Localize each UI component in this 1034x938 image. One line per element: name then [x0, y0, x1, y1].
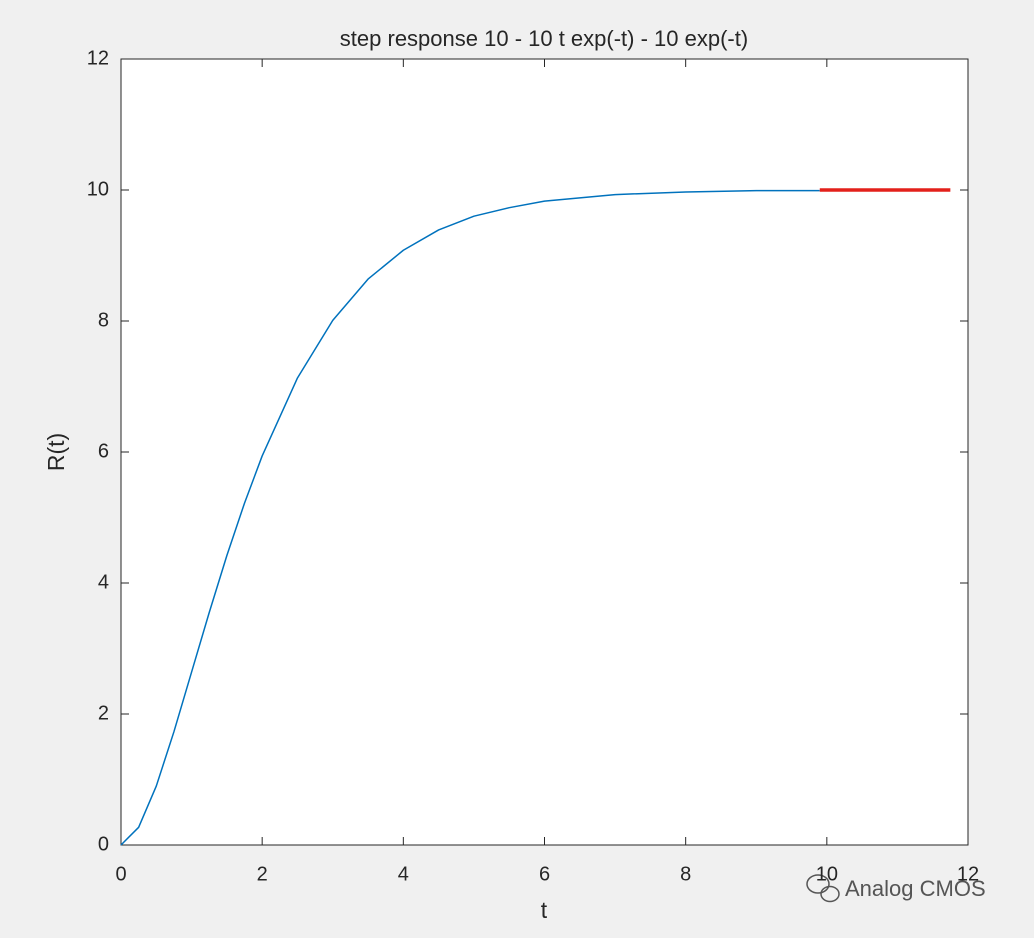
y-tick-label: 12	[87, 47, 109, 69]
plot-area	[120, 58, 969, 846]
x-tick-label: 0	[115, 863, 126, 885]
x-tick-label: 10	[816, 863, 838, 885]
x-tick-label: 8	[680, 863, 691, 885]
x-tick-label: 12	[957, 863, 979, 885]
watermark: Analog CMOS	[845, 876, 986, 901]
y-tick-label: 6	[98, 440, 109, 462]
watermark-icon	[806, 874, 840, 903]
x-axis-label: t	[541, 897, 548, 923]
y-tick-label: 10	[87, 178, 109, 200]
x-tick-label: 6	[539, 863, 550, 885]
y-axis-label: R(t)	[43, 433, 69, 471]
x-tick-label: 2	[257, 863, 268, 885]
y-tick-label: 2	[98, 702, 109, 724]
y-tick-label: 4	[98, 571, 109, 593]
y-tick-label: 8	[98, 309, 109, 331]
series-line	[120, 189, 820, 846]
y-tick-label: 0	[98, 833, 109, 855]
chart-title: step response 10 - 10 t exp(-t) - 10 exp…	[340, 26, 748, 51]
x-tick-label: 4	[398, 863, 409, 885]
